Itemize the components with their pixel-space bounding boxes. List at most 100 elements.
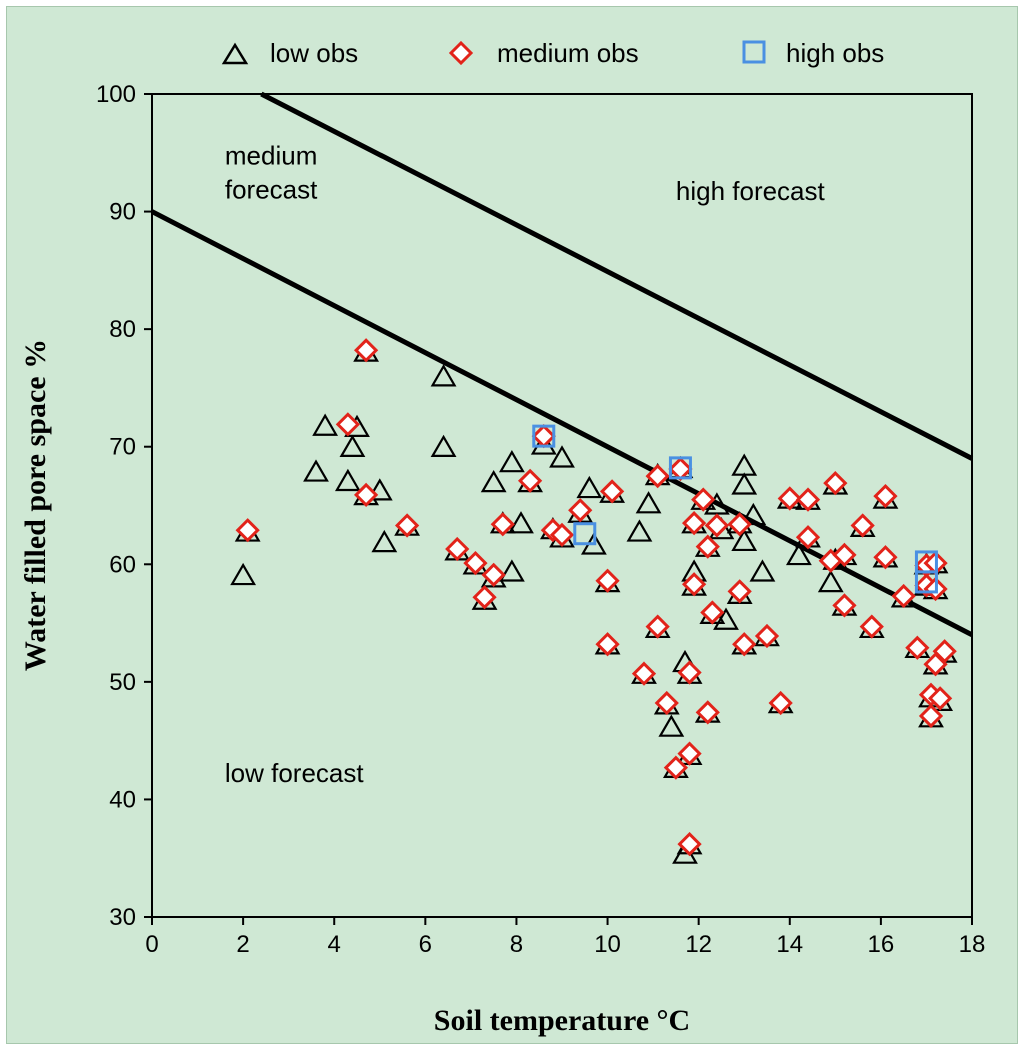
region-labels: medium forecast high forecast low forecast [225,141,826,788]
low-obs-point [508,511,534,534]
legend-item-low-obs: low obs [221,38,358,68]
y-tick-label: 100 [96,81,136,108]
low-obs-point [749,559,776,582]
low-obs-point [785,542,812,566]
medium-obs-point [823,471,848,496]
medium-obs-point [891,583,916,609]
x-tick-label: 10 [594,931,621,958]
medium-obs-point [517,468,543,493]
legend: low obs medium obs high obs [221,38,884,68]
y-tick-label: 70 [109,434,136,461]
medium-obs-point [463,550,488,576]
x-tick-label: 0 [145,931,158,958]
medium-obs-point [927,686,953,711]
x-tick-label: 14 [776,931,803,958]
low-obs-point [731,453,758,476]
medium-obs-point [795,487,821,512]
region-label: high forecast [676,176,826,206]
low-obs-point [230,562,257,586]
low-obs-point [312,413,339,436]
region-label: low forecast [225,758,364,788]
x-axis: 0 2 4 6 8 10 12 14 16 18 [145,917,985,958]
medium-obs-point [595,632,620,657]
y-tick-label: 40 [109,786,136,813]
legend-label-medium-obs: medium obs [497,38,639,68]
medium-obs-point [727,579,752,604]
legend-square-icon [742,40,766,64]
x-tick-label: 18 [959,931,986,958]
low-obs-point [430,364,457,387]
low-obs-point [576,475,603,499]
medium-obs-point [695,534,720,559]
x-tick-label: 2 [236,931,249,958]
high-obs-point [668,456,692,480]
y-tick-label: 30 [109,904,136,931]
medium-obs-point [850,513,875,538]
low-obs-point [530,432,557,455]
medium-obs-point [873,483,898,509]
medium-obs-point [490,512,515,537]
medium-obs-point [832,542,857,568]
low-obs-point [366,478,393,501]
low-obs-point [713,607,739,630]
y-tick-label: 60 [109,551,136,578]
low-obs-point [430,434,457,457]
low-obs-point [334,468,361,492]
y-axis-title: Water filled pore space % [19,339,52,671]
low-obs-point [498,559,525,582]
medium-obs-point [777,486,802,511]
high-obs-point [573,522,597,546]
medium-obs-point [932,639,957,664]
low-obs-point [635,491,662,514]
legend-diamond-icon [448,40,474,66]
medium-obs-point [353,482,379,508]
low-obs-point [303,459,329,482]
medium-obs-point [472,585,497,610]
medium-obs-point [681,511,707,536]
x-tick-label: 16 [868,931,895,958]
medium-obs-point [235,518,260,543]
medium-obs-point [695,700,720,725]
legend-label-high-obs: high obs [786,38,884,68]
medium-obs-point [595,568,620,593]
medium-obs-point [645,614,670,639]
low-obs-point [731,528,758,552]
medium-obs-point [732,632,757,657]
medium-obs-point [795,525,821,550]
y-tick-label: 50 [109,669,136,696]
medium-obs-point [905,635,930,660]
region-label: medium [225,141,317,171]
legend-label-low-obs: low obs [270,38,358,68]
high-obs-point [914,570,938,594]
medium-obs-point [768,690,793,716]
y-tick-label: 80 [109,316,136,343]
forecast-boundary-line [150,209,974,638]
medium-obs-point [645,463,670,489]
medium-obs-point [654,690,679,716]
medium-obs-point [681,572,707,597]
medium-obs-point [631,661,657,686]
medium-obs-point [481,562,506,587]
medium-obs-point [335,412,361,437]
low-obs-point [740,502,767,526]
legend-item-high-obs: high obs [742,38,884,68]
medium-obs-point [677,741,702,766]
medium-obs-point [859,614,884,639]
medium-obs-point [677,831,702,857]
y-tick-label: 90 [109,199,136,226]
medium-obs-point [754,623,780,649]
x-tick-label: 6 [419,931,432,958]
x-tick-label: 8 [510,931,523,958]
low-obs-point [549,445,575,468]
high-obs-point [532,424,556,448]
medium-obs-point [691,487,716,512]
x-tick-label: 12 [685,931,712,958]
medium-obs-point [663,755,689,780]
data-points [230,338,958,864]
medium-obs-point [549,522,575,548]
low-obs-point [658,714,685,737]
region-label: forecast [225,175,318,205]
low-obs-point [480,469,507,493]
medium-obs-point [704,513,730,538]
medium-obs-point [918,703,944,729]
